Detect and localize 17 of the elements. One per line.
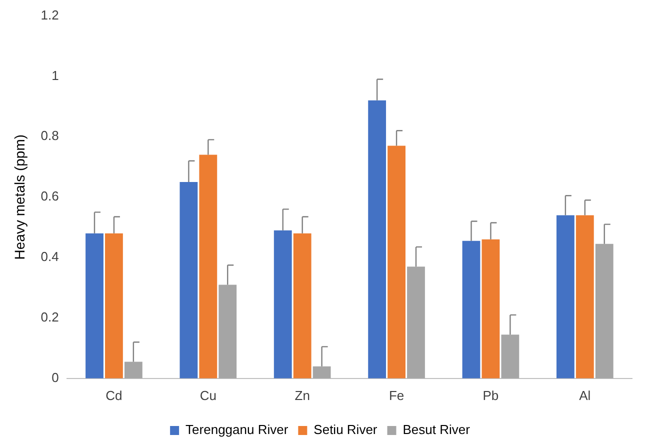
y-tick-label: 0.2: [40, 310, 59, 325]
y-tick-label: 1: [52, 68, 59, 83]
legend-label: Besut River: [402, 422, 471, 438]
x-tick-label: Zn: [294, 388, 310, 403]
y-tick-label: 0.4: [40, 249, 59, 264]
x-tick-label: Cu: [200, 388, 216, 403]
x-tick-label: Fe: [388, 388, 404, 403]
x-tick-label: Pb: [482, 388, 499, 403]
x-tick-label: Cd: [106, 388, 122, 403]
x-tick-label: Al: [579, 388, 591, 403]
y-axis-title: Heavy metals (ppm): [11, 134, 28, 260]
y-tick-label: 0.8: [40, 128, 59, 144]
y-tick-label: 1.2: [40, 7, 59, 22]
y-tick-label: 0: [52, 370, 59, 385]
legend-label: Terengganu River: [186, 422, 289, 438]
y-tick-label: 0.6: [40, 188, 59, 204]
legend-label: Setiu River: [314, 422, 378, 438]
